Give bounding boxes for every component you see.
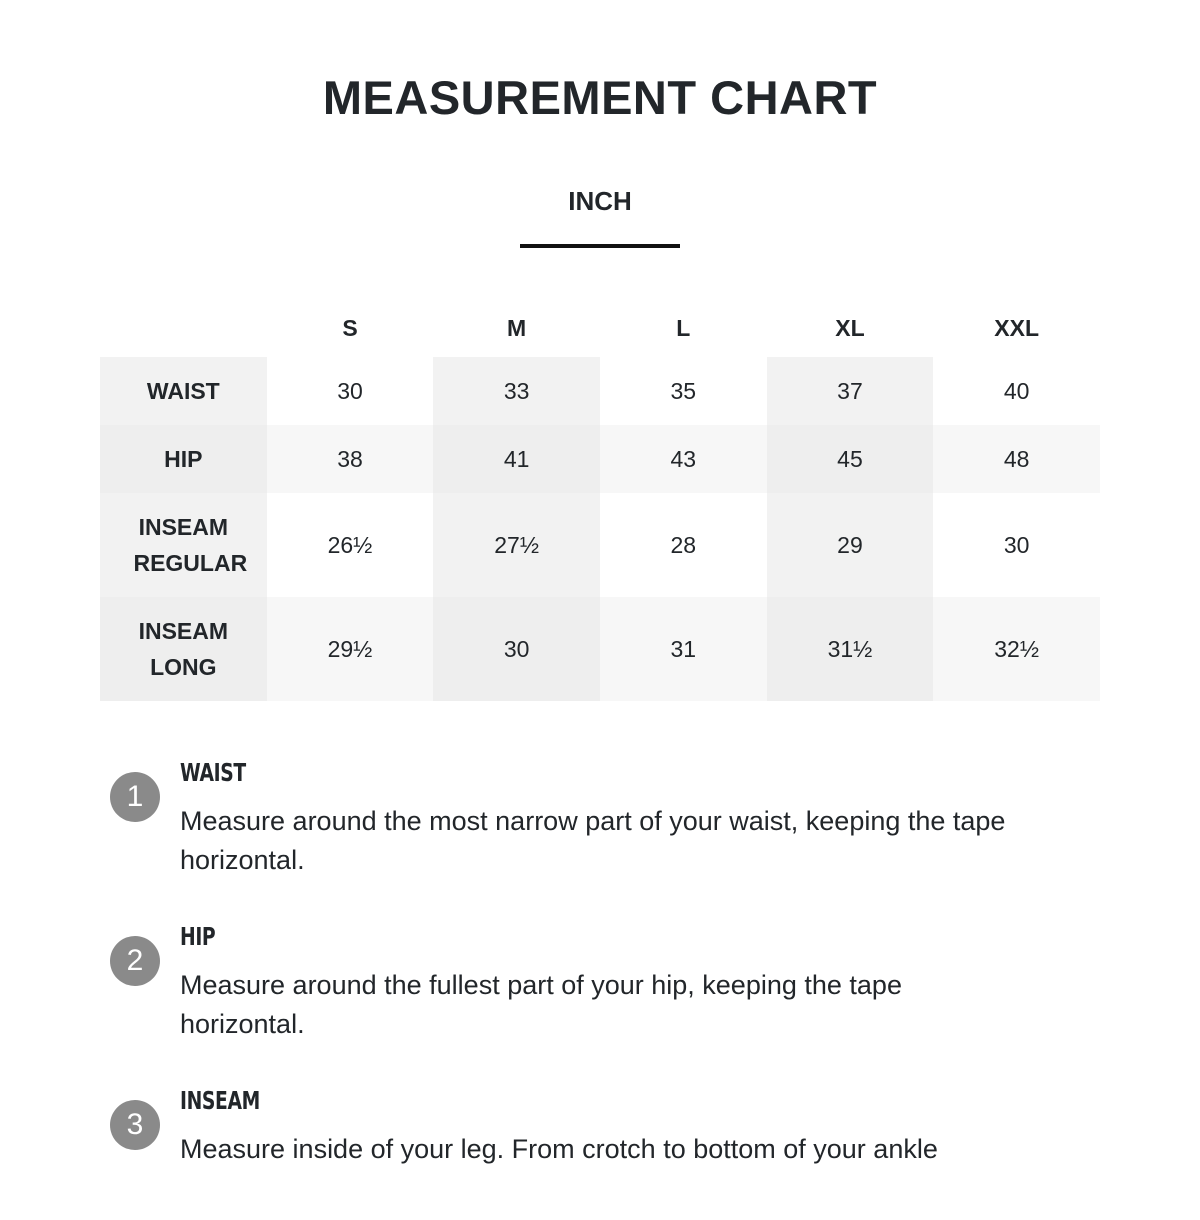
table-cell: 26½ xyxy=(327,531,373,558)
instruction-text: Measure around the most narrow part of y… xyxy=(180,806,1006,875)
row-label: INSEAM LONG xyxy=(100,597,267,701)
table-cell: 31½ xyxy=(766,597,934,701)
row-label: WAIST xyxy=(100,357,267,425)
row-label: INSEAM REGULAR xyxy=(100,493,267,597)
instruction-title: INSEAM xyxy=(180,1086,260,1115)
table-cell: 30 xyxy=(337,377,363,404)
size-header: L xyxy=(676,315,691,341)
table-cell: 40 xyxy=(1003,377,1030,404)
table-cell: 33 xyxy=(433,357,600,425)
row-label-text: REGULAR xyxy=(133,550,248,576)
table-cell: 38 xyxy=(266,425,434,493)
table-cell: 27½ xyxy=(433,493,600,597)
table-row: WAIST 30 33 35 37 40 xyxy=(100,357,1100,425)
size-header: S xyxy=(342,315,358,341)
table-cell: 32½ xyxy=(933,597,1100,701)
table-cell: 29 xyxy=(766,493,934,597)
table-cell: 43 xyxy=(599,425,767,493)
size-table: S M L XL XXL WAIST 30 33 35 37 40 HIP 38… xyxy=(100,300,1100,701)
tab-inch[interactable]: INCH xyxy=(568,186,632,216)
table-cell: 30 xyxy=(433,597,600,701)
table-cell: 31 xyxy=(599,597,767,701)
row-label-text: WAIST xyxy=(146,378,220,404)
table-row: INSEAM REGULAR 26½ 27½ 28 29 30 xyxy=(100,493,1100,597)
size-header: M xyxy=(507,315,527,341)
table-cell: 41 xyxy=(433,425,600,493)
step-number-badge: 3 xyxy=(110,1100,160,1150)
size-header: XXL xyxy=(994,315,1039,341)
step-number-badge: 2 xyxy=(110,936,160,986)
table-cell: 29½ xyxy=(266,597,434,701)
page-title: MEASUREMENT CHART xyxy=(322,71,878,124)
row-label: HIP xyxy=(100,425,267,493)
instruction-text: Measure inside of your leg. From crotch … xyxy=(180,1134,938,1164)
corner-cell xyxy=(100,300,267,357)
instruction-title: HIP xyxy=(180,922,216,951)
table-cell: 45 xyxy=(766,425,934,493)
row-label-text: INSEAM xyxy=(138,618,229,644)
row-label-text: LONG xyxy=(150,654,217,680)
table-cell: 48 xyxy=(933,425,1100,493)
table-row: INSEAM LONG 29½ 30 31 31½ 32½ xyxy=(100,597,1100,701)
table-cell: 30 xyxy=(1003,531,1030,558)
row-label-text: HIP xyxy=(164,446,203,472)
row-label-text: INSEAM xyxy=(138,514,229,540)
table-cell: 35 xyxy=(670,377,697,404)
instruction-title: WAIST xyxy=(180,758,246,787)
step-number-badge: 1 xyxy=(110,772,160,822)
size-header: XL xyxy=(835,315,865,341)
instruction-text: Measure around the fullest part of your … xyxy=(180,970,902,1039)
table-cell: 28 xyxy=(670,531,697,558)
active-tab-indicator xyxy=(520,244,680,248)
table-row: HIP 38 41 43 45 48 xyxy=(100,425,1100,493)
table-cell: 37 xyxy=(766,357,934,425)
